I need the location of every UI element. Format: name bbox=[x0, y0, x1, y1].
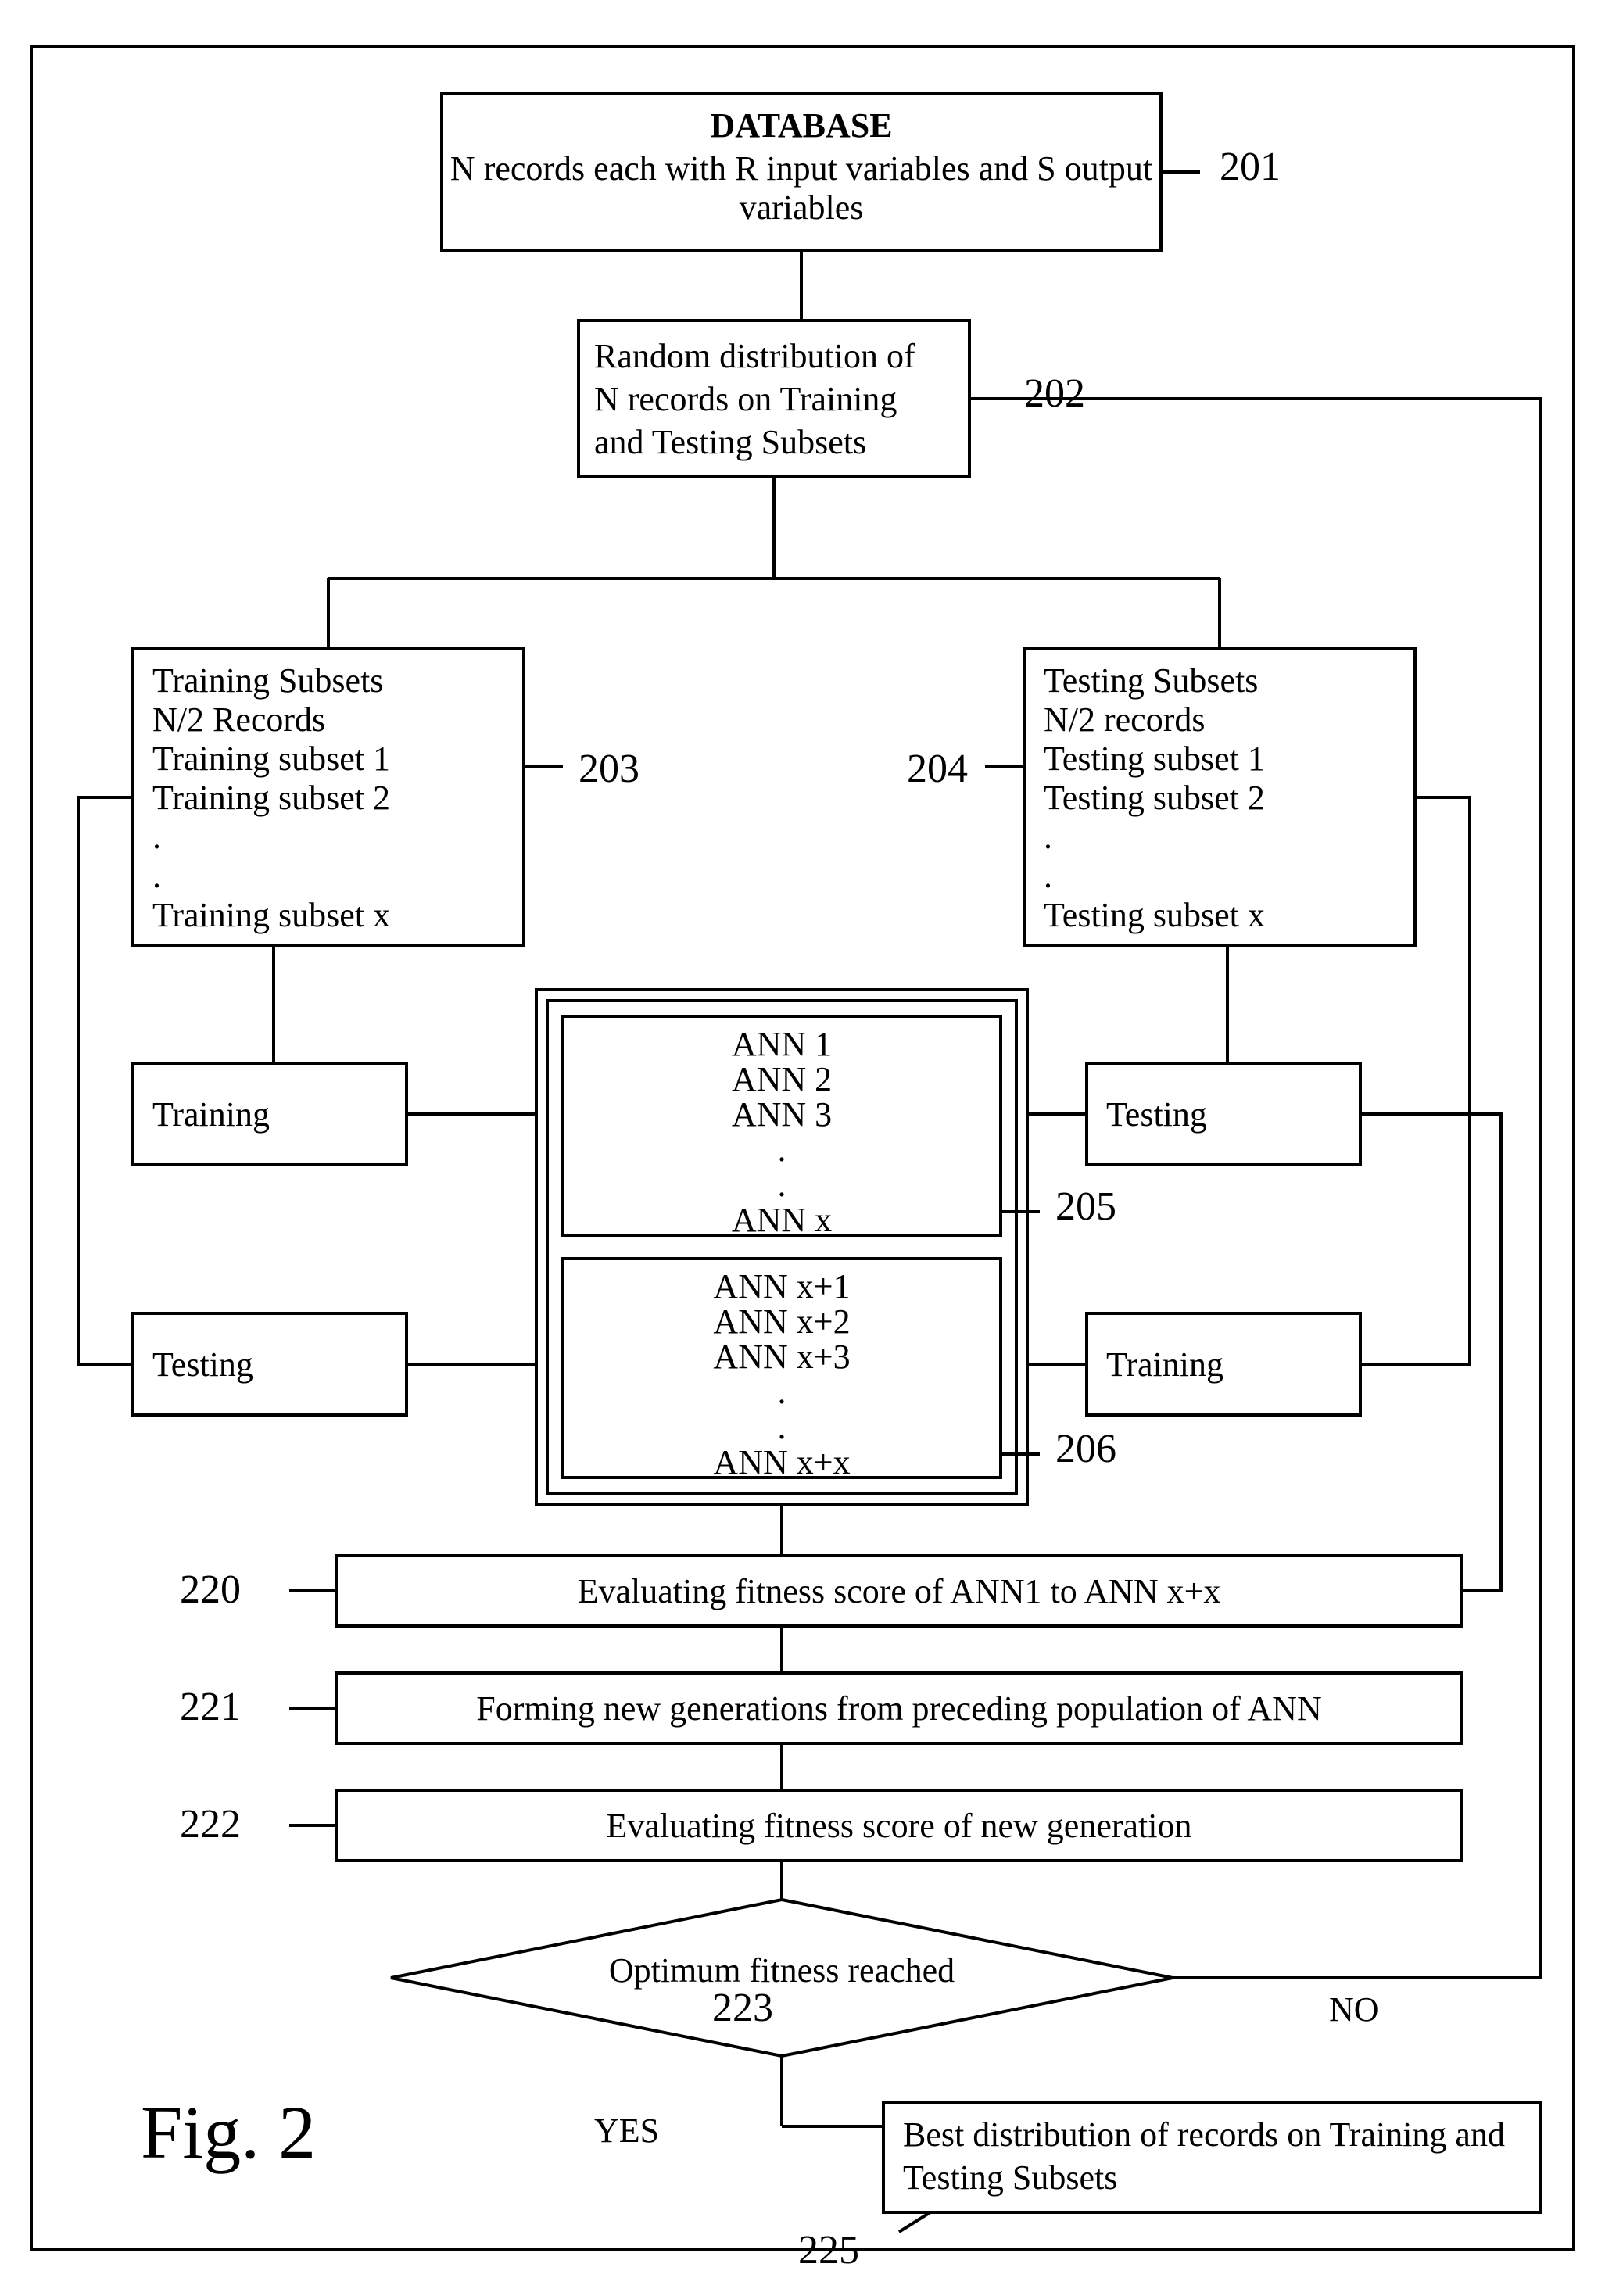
svg-text:ANN x+x: ANN x+x bbox=[713, 1443, 850, 1481]
svg-text:202: 202 bbox=[1024, 371, 1085, 416]
svg-text:Training subset 2: Training subset 2 bbox=[152, 779, 390, 817]
svg-text:ANN 2: ANN 2 bbox=[732, 1060, 832, 1098]
svg-text:.: . bbox=[1044, 857, 1052, 895]
svg-text:225: 225 bbox=[798, 2228, 859, 2273]
svg-text:223: 223 bbox=[712, 1986, 773, 2030]
svg-text:Testing: Testing bbox=[1106, 1095, 1207, 1134]
svg-text:.: . bbox=[778, 1373, 786, 1411]
svg-text:Testing subset 2: Testing subset 2 bbox=[1044, 779, 1265, 817]
svg-text:.: . bbox=[778, 1130, 786, 1169]
svg-text:and Testing Subsets: and Testing Subsets bbox=[594, 423, 866, 461]
svg-text:Testing Subsets: Testing Subsets bbox=[903, 2158, 1117, 2197]
svg-text:Best distribution of records o: Best distribution of records on Training… bbox=[903, 2115, 1505, 2154]
svg-text:204: 204 bbox=[907, 747, 968, 791]
svg-text:Optimum fitness reached: Optimum fitness reached bbox=[609, 1951, 955, 1990]
svg-text:Evaluating fitness score of AN: Evaluating fitness score of ANN1 to ANN … bbox=[578, 1572, 1221, 1610]
svg-text:Training subset x: Training subset x bbox=[152, 896, 390, 934]
svg-text:.: . bbox=[778, 1408, 786, 1446]
svg-text:DATABASE: DATABASE bbox=[710, 106, 892, 145]
svg-text:N records each with R input va: N records each with R input variables an… bbox=[450, 149, 1152, 188]
svg-text:ANN 3: ANN 3 bbox=[732, 1095, 832, 1134]
svg-text:221: 221 bbox=[180, 1685, 241, 1729]
svg-text:Training: Training bbox=[152, 1095, 270, 1134]
svg-text:ANN x+2: ANN x+2 bbox=[713, 1302, 850, 1341]
svg-text:ANN x: ANN x bbox=[732, 1201, 832, 1239]
svg-text:Testing: Testing bbox=[152, 1345, 253, 1384]
svg-text:220: 220 bbox=[180, 1567, 241, 1612]
svg-text:Fig. 2: Fig. 2 bbox=[141, 2090, 316, 2174]
svg-text:206: 206 bbox=[1055, 1427, 1116, 1471]
svg-text:Forming new generations from p: Forming new generations from preceding p… bbox=[476, 1689, 1321, 1728]
svg-text:Testing Subsets: Testing Subsets bbox=[1044, 661, 1258, 700]
svg-text:Testing subset 1: Testing subset 1 bbox=[1044, 740, 1265, 778]
svg-text:ANN x+1: ANN x+1 bbox=[713, 1267, 850, 1306]
svg-text:variables: variables bbox=[740, 188, 864, 227]
svg-text:N/2 records: N/2 records bbox=[1044, 700, 1206, 739]
svg-text:Training: Training bbox=[1106, 1345, 1223, 1384]
svg-text:ANN 1: ANN 1 bbox=[732, 1025, 832, 1063]
svg-text:222: 222 bbox=[180, 1802, 241, 1846]
svg-text:.: . bbox=[152, 818, 161, 856]
svg-text:.: . bbox=[152, 857, 161, 895]
svg-text:205: 205 bbox=[1055, 1184, 1116, 1229]
svg-text:Training Subsets: Training Subsets bbox=[152, 661, 383, 700]
svg-text:Evaluating fitness score of ne: Evaluating fitness score of new generati… bbox=[607, 1807, 1192, 1845]
svg-text:N records on Training: N records on Training bbox=[594, 380, 897, 418]
svg-text:.: . bbox=[778, 1166, 786, 1204]
svg-text:NO: NO bbox=[1329, 1990, 1379, 2029]
svg-text:Training subset 1: Training subset 1 bbox=[152, 740, 390, 778]
svg-text:YES: YES bbox=[594, 2112, 659, 2150]
svg-text:201: 201 bbox=[1220, 145, 1281, 189]
svg-text:.: . bbox=[1044, 818, 1052, 856]
svg-text:203: 203 bbox=[579, 747, 639, 791]
svg-text:Random distribution of: Random distribution of bbox=[594, 337, 915, 375]
svg-text:N/2 Records: N/2 Records bbox=[152, 700, 325, 739]
svg-text:ANN x+3: ANN x+3 bbox=[713, 1338, 850, 1376]
svg-text:Testing subset x: Testing subset x bbox=[1044, 896, 1265, 934]
